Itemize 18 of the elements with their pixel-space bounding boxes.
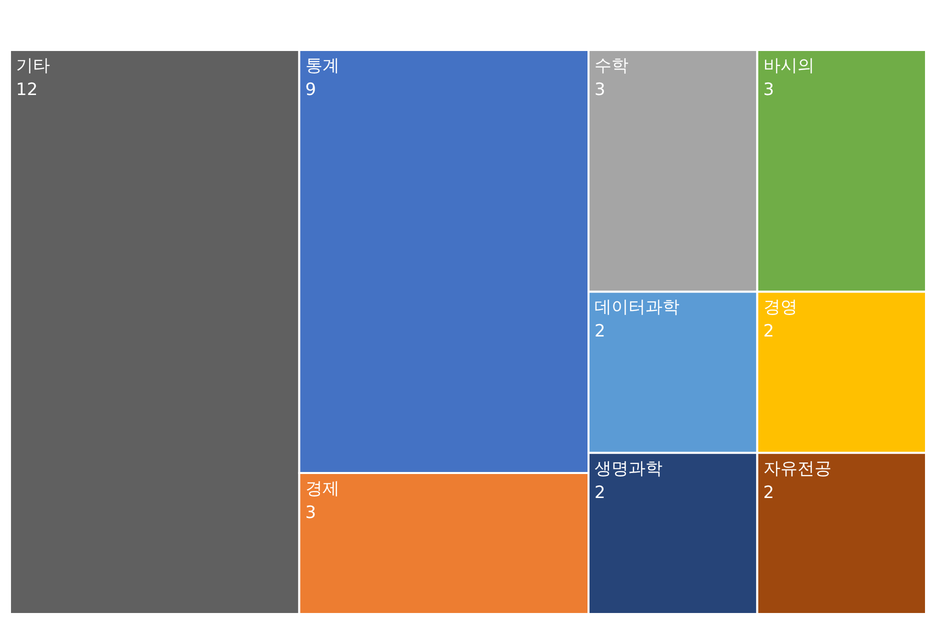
category-label: 생명과학	[594, 458, 663, 479]
category-label: 바시의	[763, 56, 814, 76]
category-label: 자유전공	[763, 458, 832, 479]
category-label: 통계	[305, 56, 340, 76]
data-label: 2	[594, 322, 606, 342]
category-label: 경영	[763, 298, 798, 318]
data-label: 2	[763, 322, 774, 342]
category-label: 기타	[16, 56, 50, 76]
data-label: 12	[16, 80, 38, 100]
category-label: 데이터과학	[594, 298, 680, 318]
data-label: 9	[305, 80, 316, 100]
data-label: 2	[594, 482, 606, 503]
data-label: 3	[594, 80, 606, 100]
data-label: 3	[305, 502, 316, 523]
category-label: 경제	[305, 478, 340, 499]
data-label: 3	[763, 80, 774, 100]
data-label: 2	[763, 482, 774, 503]
category-label: 수학	[594, 56, 629, 76]
